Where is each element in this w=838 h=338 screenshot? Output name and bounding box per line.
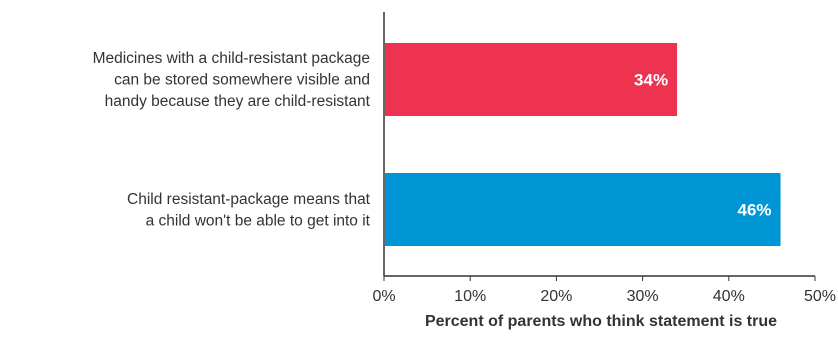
bar-2 (385, 173, 781, 246)
x-tick-label: 20% (540, 288, 572, 305)
bars-layer: 34% 46% (385, 43, 781, 246)
x-ticks-layer: 0% 10% 20% 30% 40% 50% (372, 276, 836, 305)
bar-value-label-2: 46% (737, 201, 771, 220)
x-tick-label: 10% (454, 288, 486, 305)
category-label-line: Child resistant-package means that (127, 191, 371, 208)
bar-value-label-1: 34% (634, 71, 668, 90)
category-label-line: can be stored somewhere visible and (114, 72, 370, 89)
x-tick-label: 30% (627, 288, 659, 305)
x-axis-title: Percent of parents who think statement i… (425, 313, 777, 330)
x-tick-label: 50% (804, 288, 836, 305)
category-label-2: Child resistant-package means that a chil… (127, 191, 371, 230)
category-label-line: Medicines with a child-resistant package (93, 50, 370, 67)
bar-1 (385, 43, 678, 116)
axis-layer (383, 12, 815, 277)
category-labels-layer: Medicines with a child-resistant package… (93, 50, 371, 229)
category-label-line: handy because they are child-resistant (105, 93, 371, 110)
category-label-1: Medicines with a child-resistant package… (93, 50, 371, 110)
category-label-line: a child won't be able to get into it (146, 212, 371, 229)
x-tick-label: 40% (713, 288, 745, 305)
x-tick-label: 0% (372, 288, 395, 305)
